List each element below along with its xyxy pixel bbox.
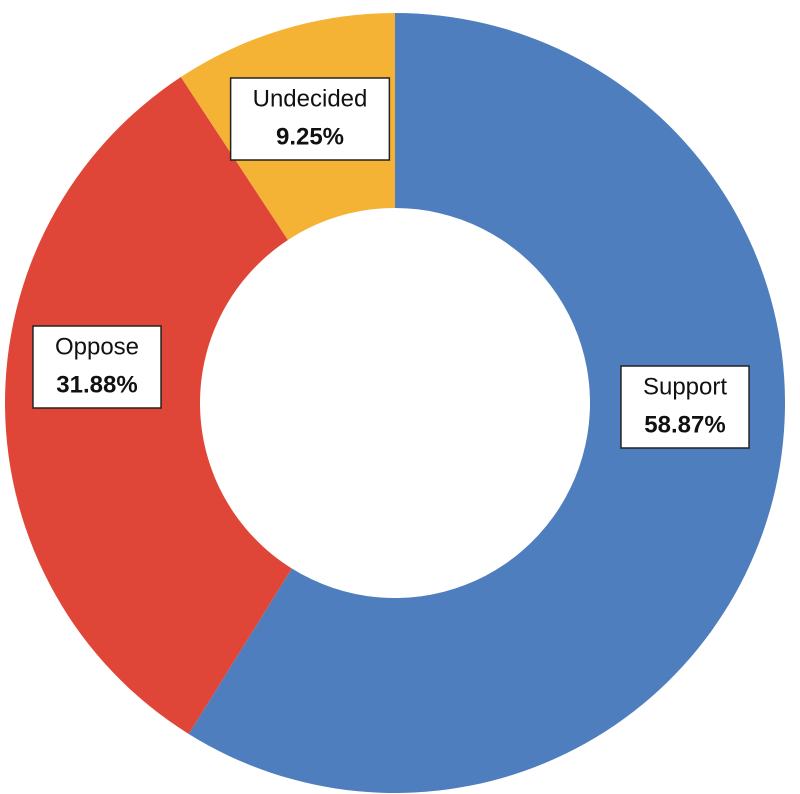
label-box bbox=[229, 77, 391, 161]
donut-slice bbox=[188, 13, 785, 793]
slice-label: Oppose 31.88% bbox=[32, 325, 162, 409]
category-label: Undecided bbox=[253, 85, 368, 112]
value-label: 58.87% bbox=[644, 411, 725, 438]
category-label: Oppose bbox=[55, 333, 139, 360]
label-box bbox=[32, 325, 162, 409]
slice-label: Support 58.87% bbox=[620, 365, 750, 449]
category-label: Support bbox=[643, 373, 727, 400]
value-label: 9.25% bbox=[276, 123, 344, 150]
slice-label: Undecided 9.25% bbox=[229, 77, 391, 161]
value-label: 31.88% bbox=[56, 371, 137, 398]
label-box bbox=[620, 365, 750, 449]
